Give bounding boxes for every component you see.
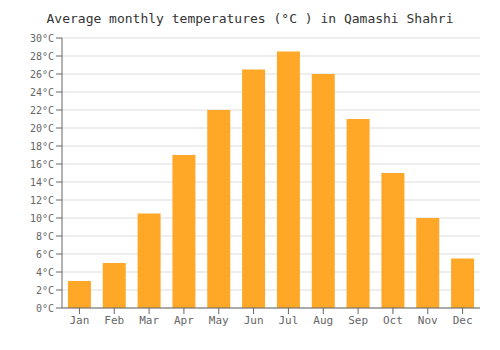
svg-text:4°C: 4°C	[36, 267, 54, 278]
svg-text:24°C: 24°C	[30, 87, 54, 98]
svg-text:6°C: 6°C	[36, 249, 54, 260]
svg-text:Apr: Apr	[174, 314, 194, 327]
svg-text:22°C: 22°C	[30, 105, 54, 116]
svg-text:Aug: Aug	[313, 314, 333, 327]
svg-text:Jun: Jun	[244, 314, 264, 327]
svg-text:26°C: 26°C	[30, 69, 54, 80]
svg-text:28°C: 28°C	[30, 51, 54, 62]
svg-text:Dec: Dec	[453, 314, 473, 327]
svg-text:May: May	[209, 314, 229, 327]
svg-text:16°C: 16°C	[30, 159, 54, 170]
svg-text:Jan: Jan	[69, 314, 89, 327]
svg-text:10°C: 10°C	[30, 213, 54, 224]
html-text:Average monthly temperatures (: Average monthly temperatures (°C ) in Qa…	[46, 11, 454, 26]
svg-text:Mar: Mar	[139, 314, 159, 327]
svg-text:14°C: 14°C	[30, 177, 54, 188]
svg-text:30°C: 30°C	[30, 33, 54, 44]
svg-text:Feb: Feb	[104, 314, 124, 327]
svg-text:2°C: 2°C	[36, 285, 54, 296]
svg-text:20°C: 20°C	[30, 123, 54, 134]
svg-text:18°C: 18°C	[30, 141, 54, 152]
svg-text:Sep: Sep	[348, 314, 368, 327]
svg-text:Nov: Nov	[418, 314, 438, 327]
svg-text:12°C: 12°C	[30, 195, 54, 206]
svg-text:8°C: 8°C	[36, 231, 54, 242]
svg-text:0°C: 0°C	[36, 303, 54, 314]
svg-text:Oct: Oct	[383, 314, 403, 327]
svg-text:Jul: Jul	[278, 314, 298, 327]
